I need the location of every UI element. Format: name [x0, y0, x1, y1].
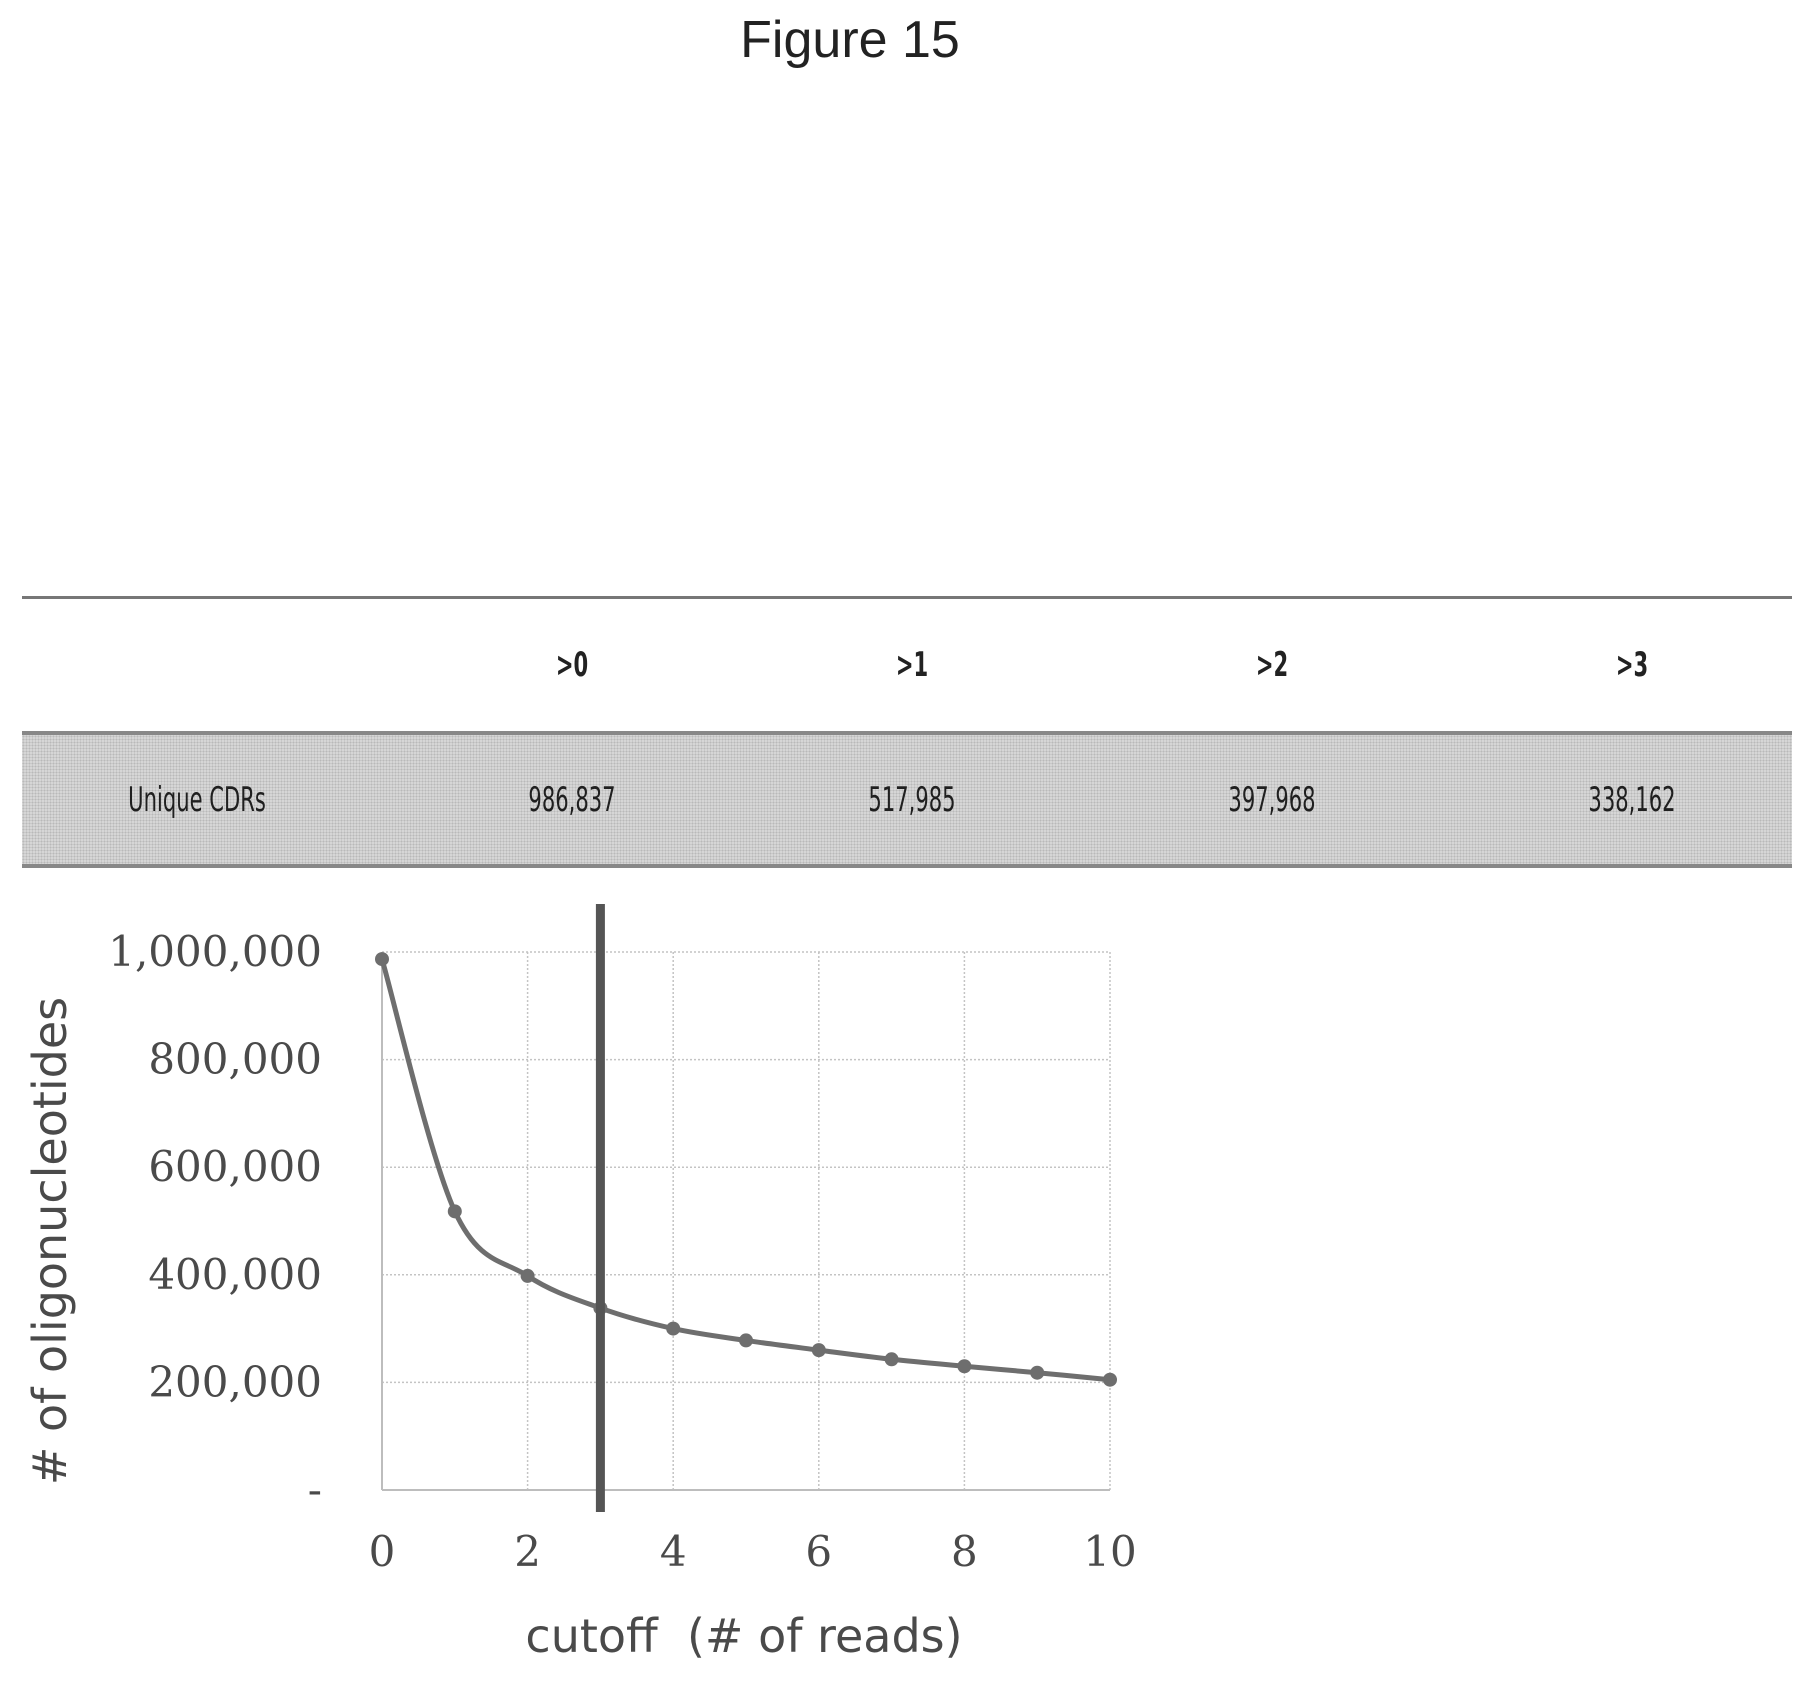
- x-axis-label: cutoff (# of reads): [525, 1609, 962, 1663]
- header-cell-gt0: >0: [555, 645, 589, 685]
- y-tick-label-2: 400,000: [148, 1250, 322, 1299]
- data-point-6: [811, 1343, 826, 1358]
- data-point-2: [520, 1268, 535, 1283]
- data-point-1: [447, 1204, 462, 1219]
- data-point-9: [1030, 1365, 1045, 1380]
- header-cell-gt2: >2: [1255, 645, 1289, 685]
- table-header-row: >0 >1 >2 >3: [22, 599, 1792, 731]
- y-tick-label-5: 1,000,000: [108, 927, 322, 976]
- row-value-gt2: 397,968: [1228, 779, 1316, 820]
- table-row-unique-cdrs: Unique CDRs 986,837 517,985 397,968 338,…: [22, 731, 1792, 868]
- row-value-gt3: 338,162: [1588, 779, 1676, 820]
- chart-grid: [382, 951, 1111, 1490]
- row-value-gt0: 986,837: [528, 779, 616, 820]
- header-cell-gt1: >1: [895, 645, 929, 685]
- x-tick-label-5: 10: [1083, 1527, 1136, 1576]
- row-label: Unique CDRs: [128, 779, 266, 820]
- data-point-4: [666, 1321, 681, 1336]
- oligonucleotide-cutoff-chart: - 200,000 400,000 600,000 800,000 1,000,000 0…: [23, 904, 1137, 1663]
- y-tick-label-4: 800,000: [148, 1035, 322, 1084]
- y-tick-labels: - 200,000 400,000 600,000 800,000 1,000,000: [108, 927, 322, 1514]
- figure-title: Figure 15: [740, 11, 960, 69]
- y-tick-label-0: -: [308, 1465, 322, 1514]
- row-value-gt1: 517,985: [868, 779, 956, 820]
- header-cell-empty: [89, 599, 306, 731]
- x-tick-label-4: 8: [951, 1527, 978, 1576]
- x-tick-label-3: 6: [805, 1527, 832, 1576]
- x-tick-label-2: 4: [660, 1527, 687, 1576]
- series-line-0: [379, 958, 1111, 1383]
- y-axis-label: # of oligonucleotides: [23, 997, 77, 1485]
- x-tick-label-1: 2: [514, 1527, 541, 1576]
- table-top-rule: [22, 596, 1792, 599]
- chart-series: [375, 952, 1117, 1387]
- y-tick-label-1: 200,000: [148, 1357, 322, 1406]
- y-tick-label-3: 600,000: [148, 1142, 322, 1191]
- data-point-8: [957, 1359, 972, 1374]
- header-cell-gt3: >3: [1615, 645, 1649, 685]
- data-point-0: [375, 952, 389, 967]
- data-point-10: [1103, 1372, 1117, 1387]
- x-tick-label-0: 0: [369, 1527, 396, 1576]
- data-point-7: [884, 1352, 899, 1367]
- data-point-5: [739, 1333, 753, 1348]
- chart-axes: [381, 952, 1110, 1491]
- x-tick-labels: 0 2 4 6 8 10: [369, 1527, 1137, 1576]
